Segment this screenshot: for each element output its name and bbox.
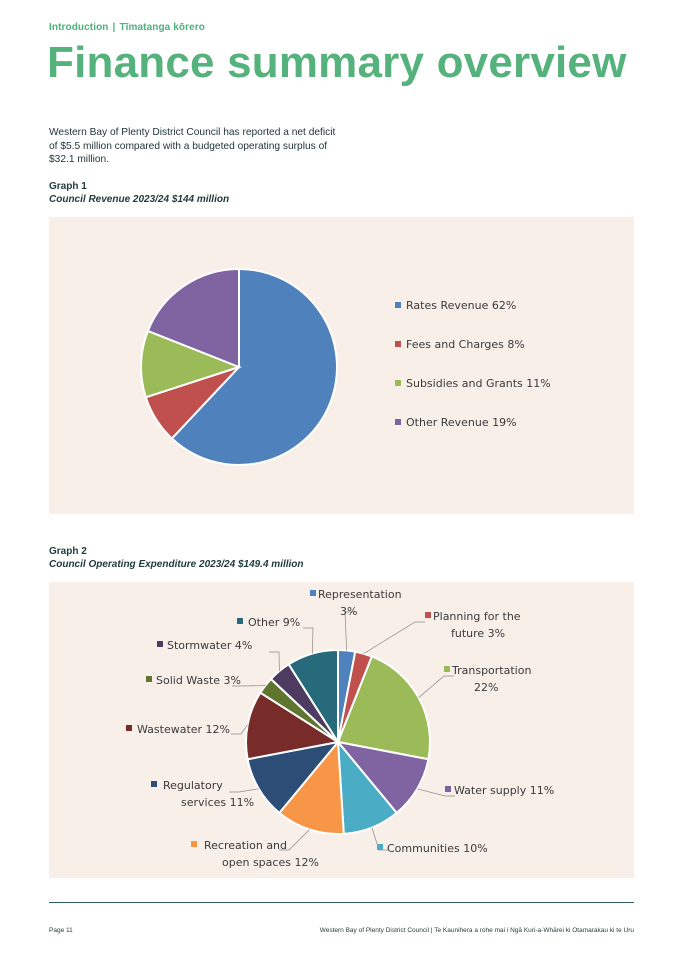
expenditure-label-5-line-1: open spaces 12% (222, 856, 319, 869)
expenditure-label-1-line-1: future 3% (451, 627, 505, 640)
expenditure-swatch-4 (377, 844, 383, 850)
intro-paragraph: Western Bay of Plenty District Council h… (49, 127, 336, 165)
graph2-label: Graph 2 (49, 546, 87, 557)
expenditure-swatch-9 (157, 641, 163, 647)
expenditure-label-9-line-0: Stormwater 4% (167, 639, 252, 652)
expenditure-swatch-10 (237, 618, 243, 624)
expenditure-label-8-line-0: Solid Waste 3% (156, 674, 241, 687)
expenditure-leader-5 (279, 829, 310, 851)
revenue-legend-swatch-3 (395, 419, 401, 425)
page-number: Page 11 (49, 927, 73, 934)
revenue-legend-label-2: Subsidies and Grants 11% (406, 377, 551, 390)
footer-organisation: Western Bay of Plenty District Council |… (319, 927, 634, 934)
expenditure-label-3-line-0: Water supply 11% (454, 784, 554, 797)
expenditure-label-5-line-0: Recreation and (204, 839, 287, 852)
expenditure-swatch-2 (444, 666, 450, 672)
revenue-legend-label-3: Other Revenue 19% (406, 416, 517, 429)
revenue-legend-swatch-2 (395, 380, 401, 386)
expenditure-label-7-line-0: Wastewater 12% (137, 723, 230, 736)
expenditure-label-6-line-0: Regulatory (163, 779, 223, 792)
revenue-legend-label-0: Rates Revenue 62% (406, 299, 516, 312)
expenditure-swatch-8 (146, 676, 152, 682)
revenue-legend-swatch-1 (395, 341, 401, 347)
expenditure-swatch-1 (425, 612, 431, 618)
expenditure-leader-3 (417, 788, 455, 797)
footer-divider (49, 902, 634, 903)
expenditure-swatch-3 (445, 786, 451, 792)
expenditure-label-0-line-1: 3% (340, 605, 357, 618)
revenue-legend-swatch-0 (395, 302, 401, 308)
graph1-subtitle: Council Revenue 2023/24 $144 million (49, 194, 230, 205)
breadcrumb-separator: | (112, 22, 116, 33)
expenditure-leader-6 (229, 788, 259, 793)
expenditure-label-2-line-0: Transportation (451, 664, 531, 677)
revenue-slice-2 (140, 329, 242, 399)
expenditure-label-6-line-1: services 11% (181, 796, 254, 809)
revenue-slice-3 (146, 267, 240, 369)
expenditure-leader-1 (363, 621, 425, 654)
revenue-slice-0 (170, 267, 338, 466)
breadcrumb: Introduction | Tīmatanga kōrero (49, 22, 205, 33)
revenue-chart-panel: Rates Revenue 62% Fees and Charges 8% Subs… (49, 217, 634, 514)
expenditure-chart-panel: Representation 3% Planning for the future 3… (49, 582, 634, 878)
expenditure-swatch-0 (310, 590, 316, 596)
expenditure-label-2-line-1: 22% (474, 681, 498, 694)
expenditure-label-0-line-0: Representation (318, 588, 402, 601)
expenditure-slice-10 (287, 648, 339, 746)
expenditure-slice-5 (277, 739, 345, 835)
expenditure-pie-chart: Representation 3% Planning for the future 3… (126, 588, 554, 869)
revenue-legend-label-1: Fees and Charges 8% (406, 338, 525, 351)
expenditure-swatch-6 (151, 781, 157, 787)
breadcrumb-translation: Tīmatanga kōrero (119, 22, 205, 33)
expenditure-leader-0 (344, 611, 355, 651)
expenditure-leader-10 (303, 627, 314, 654)
expenditure-slice-7 (245, 691, 341, 761)
revenue-pie-chart: Rates Revenue 62% Fees and Charges 8% Subs… (140, 267, 551, 466)
expenditure-leader-7 (231, 724, 248, 735)
breadcrumb-section: Introduction (49, 22, 109, 33)
expenditure-swatch-7 (126, 725, 132, 731)
expenditure-leader-9 (269, 651, 280, 672)
expenditure-leader-2 (418, 675, 454, 698)
graph1-label: Graph 1 (49, 181, 87, 192)
expenditure-label-4-line-0: Communities 10% (387, 842, 488, 855)
graph2-subtitle: Council Operating Expenditure 2023/24 $1… (49, 559, 304, 570)
expenditure-label-1-line-0: Planning for the (433, 610, 521, 623)
page-title: Finance summary overview (47, 38, 627, 87)
expenditure-swatch-5 (191, 841, 197, 847)
expenditure-label-10-line-0: Other 9% (248, 616, 300, 629)
